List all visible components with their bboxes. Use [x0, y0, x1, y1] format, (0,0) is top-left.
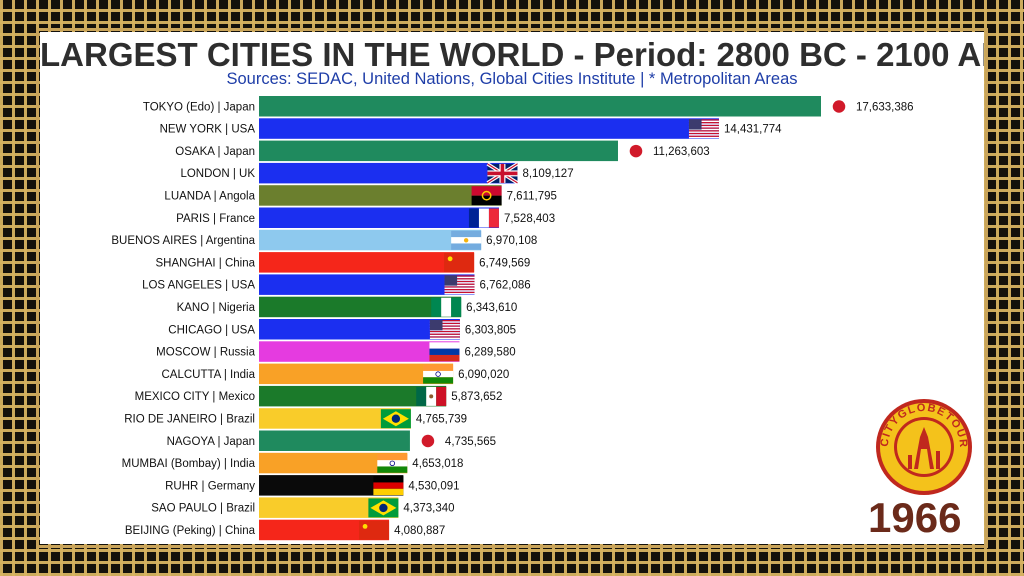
- flag-usa: [688, 119, 719, 139]
- category-label: CALCUTTA | India: [161, 369, 255, 381]
- bar: [259, 497, 399, 518]
- bar: [259, 118, 719, 139]
- bar: [259, 363, 454, 385]
- bar: [259, 341, 460, 362]
- category-label: LOS ANGELES | USA: [142, 280, 255, 292]
- bar: [259, 452, 408, 474]
- value-label: 11,263,603: [653, 146, 710, 158]
- value-label: 7,528,403: [504, 213, 555, 225]
- bar: [259, 252, 475, 273]
- value-label: 6,343,610: [466, 302, 517, 314]
- flag-india: [377, 453, 408, 473]
- flag-france: [468, 208, 499, 228]
- bar: [259, 430, 410, 451]
- flag-germany: [373, 476, 404, 496]
- category-label: TOKYO (Edo) | Japan: [143, 101, 255, 113]
- value-label: 6,289,580: [464, 347, 515, 359]
- value-label: 6,970,108: [486, 235, 537, 247]
- category-label: RUHR | Germany: [165, 480, 255, 492]
- flag-russia: [429, 342, 460, 362]
- value-label: 6,762,086: [480, 280, 531, 292]
- bar: [259, 519, 390, 541]
- value-label: 4,373,340: [403, 503, 454, 515]
- category-label: KANO | Nigeria: [177, 302, 256, 314]
- bar: [259, 274, 475, 295]
- chart-subtitle: Sources: SEDAC, United Nations, Global C…: [226, 70, 798, 88]
- value-label: 5,873,652: [451, 391, 502, 403]
- value-label: 4,735,565: [445, 436, 496, 448]
- flag-usa: [429, 320, 460, 339]
- bar: [259, 229, 482, 251]
- category-label: MEXICO CITY | Mexico: [135, 391, 255, 403]
- flag-japan: [824, 97, 854, 116]
- category-label: SHANGHAI | China: [156, 257, 256, 269]
- value-label: 7,611,795: [507, 190, 557, 202]
- category-label: RIO DE JANEIRO | Brazil: [124, 413, 255, 425]
- category-label: SAO PAULO | Brazil: [151, 503, 255, 515]
- value-label: 6,303,805: [465, 324, 516, 336]
- chart-title: LARGEST CITIES IN THE WORLD - Period: 28…: [40, 36, 984, 73]
- bar: [259, 408, 411, 429]
- category-label: LUANDA | Angola: [164, 190, 255, 202]
- bar: [259, 385, 447, 407]
- year-label: 1966: [868, 494, 962, 541]
- flag-usa: [444, 275, 475, 295]
- flag-brazil: [380, 409, 411, 429]
- value-label: 4,653,018: [412, 458, 463, 470]
- value-label: 4,080,887: [394, 525, 445, 537]
- bar: [259, 185, 502, 206]
- flag-india: [423, 364, 454, 384]
- flag-japan: [620, 141, 651, 161]
- flag-china: [359, 520, 390, 540]
- flag-uk: [486, 162, 519, 185]
- category-label: NEW YORK | USA: [160, 124, 256, 136]
- bar: [259, 162, 518, 184]
- value-label: 8,109,127: [522, 168, 573, 180]
- category-label: CHICAGO | USA: [168, 324, 255, 336]
- category-label: NAGOYA | Japan: [167, 436, 255, 448]
- flag-japan: [412, 431, 443, 451]
- category-label: LONDON | UK: [180, 168, 255, 180]
- bar-chart: TOKYO (Edo) | Japan 17,633,386 NEW YORK | …: [111, 96, 914, 541]
- value-label: 14,431,774: [724, 124, 782, 136]
- cityglobetour-logo: CITYGLOBETOUR: [876, 399, 972, 495]
- flag-brazil: [368, 498, 399, 518]
- bar: [259, 296, 462, 318]
- value-label: 4,530,091: [408, 480, 459, 492]
- flag-argentina: [451, 230, 482, 250]
- flag-nigeria: [431, 297, 462, 317]
- bar: [259, 207, 499, 228]
- bar: [259, 475, 404, 496]
- category-label: MOSCOW | Russia: [156, 347, 255, 359]
- chart-panel: LARGEST CITIES IN THE WORLD - Period: 28…: [40, 32, 984, 544]
- value-label: 17,633,386: [856, 101, 914, 113]
- frame-border: [36, 28, 988, 548]
- value-label: 4,765,739: [416, 413, 467, 425]
- category-label: BUENOS AIRES | Argentina: [111, 235, 255, 247]
- bar: [259, 96, 821, 117]
- bar: [259, 319, 460, 340]
- category-label: MUMBAI (Bombay) | India: [122, 458, 256, 470]
- category-label: OSAKA | Japan: [175, 146, 255, 158]
- bar: [259, 140, 618, 162]
- flag-mexico: [416, 386, 447, 406]
- category-label: BEIJING (Peking) | China: [125, 525, 256, 537]
- value-label: 6,749,569: [479, 257, 530, 269]
- flag-angola: [471, 186, 502, 206]
- value-label: 6,090,020: [458, 369, 509, 381]
- flag-china: [444, 253, 475, 273]
- category-label: PARIS | France: [176, 213, 255, 225]
